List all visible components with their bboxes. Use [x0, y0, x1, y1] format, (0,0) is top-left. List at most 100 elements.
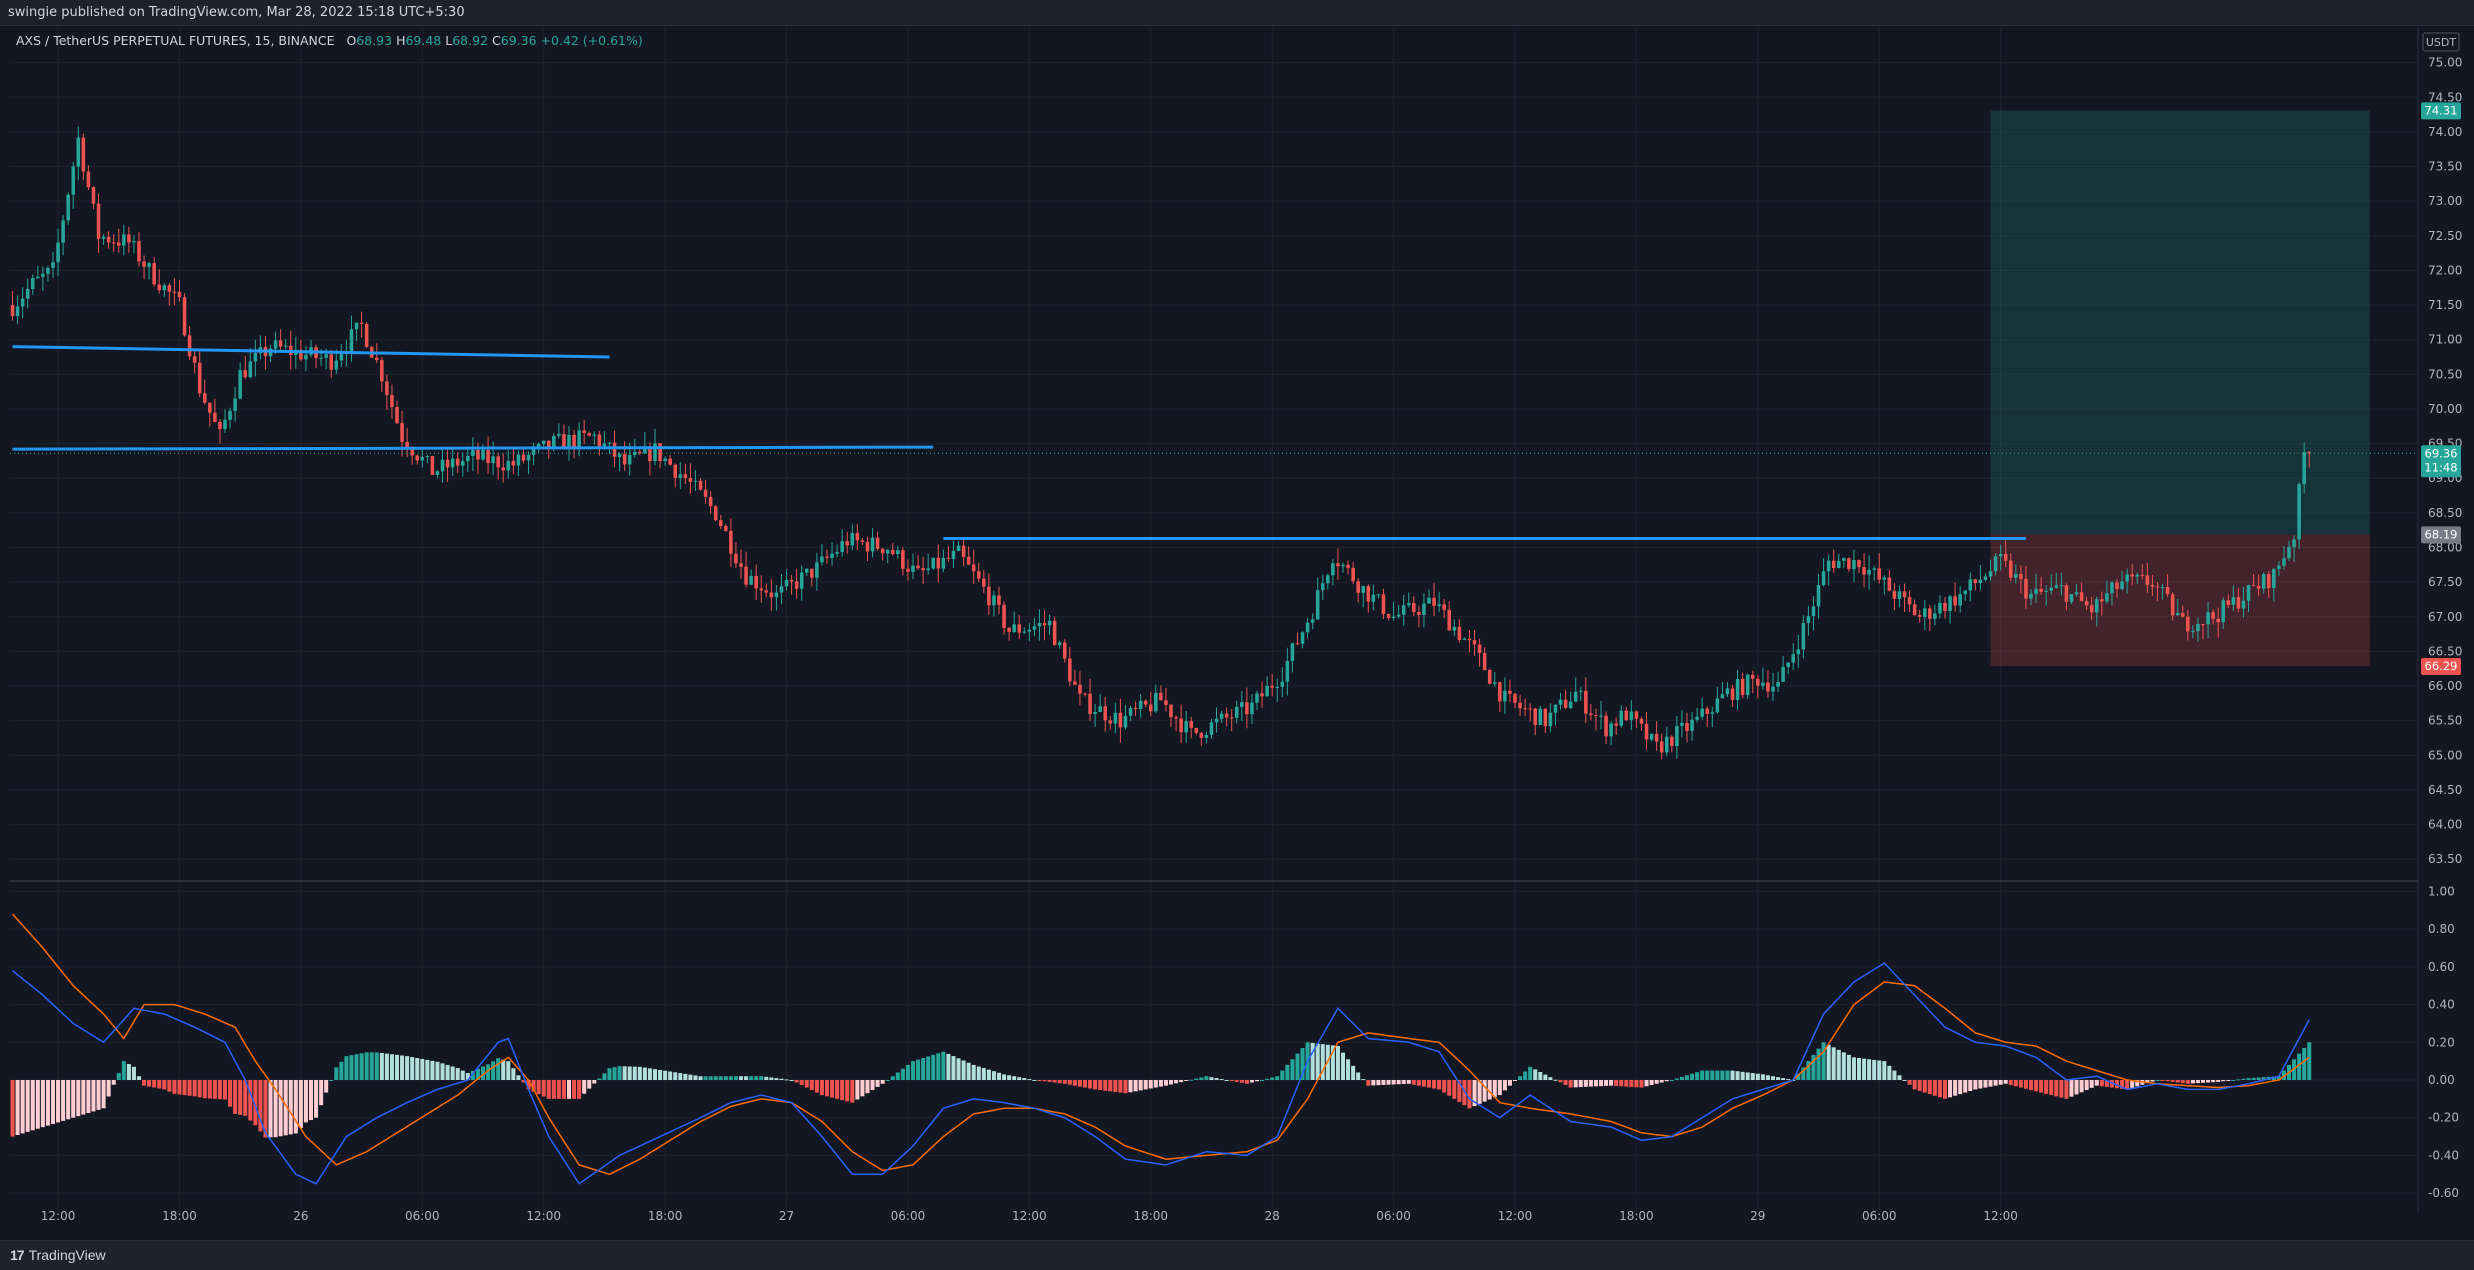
candle — [197, 349, 202, 397]
candle — [2236, 588, 2241, 613]
candle-body — [1715, 698, 1720, 713]
histogram-bar — [2200, 1080, 2206, 1083]
candle-body — [2170, 594, 2175, 616]
histogram-bar — [931, 1054, 936, 1080]
candle-body — [1396, 614, 1401, 617]
candle — [1366, 584, 1371, 613]
macd-tick-label: 1.00 — [2428, 884, 2455, 898]
candle — [2180, 605, 2185, 618]
histogram-bar — [475, 1068, 480, 1080]
histogram-bar — [642, 1067, 647, 1080]
candle — [1897, 585, 1902, 608]
histogram-bar — [293, 1080, 298, 1134]
histogram-bar — [1391, 1080, 1396, 1085]
candle-body — [385, 381, 389, 395]
candle-body — [536, 444, 541, 448]
histogram-bar — [976, 1066, 981, 1080]
candle — [187, 325, 192, 360]
candle — [901, 547, 905, 576]
candle-body — [2084, 601, 2089, 606]
histogram-bar — [1715, 1070, 1720, 1080]
symbol-info[interactable]: AXS / TetherUS PERPETUAL FUTURES, 15, BI… — [16, 33, 335, 48]
candle — [1159, 685, 1163, 701]
candle-body — [1275, 687, 1280, 689]
histogram-bar — [1897, 1075, 1902, 1080]
histogram-bar — [1518, 1076, 1523, 1080]
candle — [192, 348, 197, 374]
candle-body — [1356, 581, 1360, 593]
histogram-bar — [566, 1080, 572, 1099]
candle-body — [96, 203, 101, 239]
candle-body — [724, 526, 728, 531]
histogram-bar — [1108, 1080, 1113, 1092]
candle — [966, 546, 971, 566]
candle — [1138, 694, 1143, 718]
candle — [496, 452, 500, 480]
candle — [96, 193, 101, 253]
histogram-bar — [2261, 1077, 2266, 1080]
candle-body — [1103, 706, 1108, 721]
candle-body — [906, 568, 910, 572]
candle-body — [698, 480, 703, 490]
tradingview-logo[interactable]: 17 TradingView — [10, 1247, 106, 1263]
histogram-bar — [855, 1080, 860, 1100]
candle-body — [273, 340, 278, 349]
histogram-bar — [1740, 1071, 1745, 1080]
candle-body — [1492, 682, 1497, 684]
candle — [208, 402, 212, 427]
histogram-bar — [2195, 1080, 2200, 1084]
candle-body — [1624, 710, 1629, 721]
candle — [870, 527, 875, 558]
candle-body — [2014, 573, 2018, 578]
candle-body — [875, 537, 880, 549]
histogram-bar — [511, 1068, 516, 1080]
candle — [587, 431, 592, 437]
candle-body — [744, 566, 748, 585]
candle — [415, 454, 420, 465]
candle-body — [152, 263, 156, 285]
histogram-bar — [207, 1080, 212, 1099]
candle-body — [870, 537, 875, 552]
candle — [1487, 668, 1492, 685]
histogram-bar — [652, 1069, 658, 1080]
candle — [1948, 594, 1952, 624]
histogram-bar — [1619, 1080, 1624, 1087]
histogram-bar — [819, 1080, 824, 1096]
chart-canvas[interactable]: 63.50 64.00 64.50 65.00 65.50 66.00 66.50 67.00… — [0, 0, 2474, 1240]
candle-body — [2059, 585, 2064, 587]
histogram-bar — [1588, 1080, 1593, 1087]
x-tick-label: 12:00 — [1498, 1209, 1533, 1223]
candle — [2094, 596, 2099, 627]
histogram-bar — [1786, 1079, 1791, 1081]
candle — [1482, 647, 1487, 671]
candle — [1599, 701, 1603, 730]
candle — [764, 583, 769, 598]
histogram-bar — [2114, 1080, 2120, 1089]
histogram-bar — [233, 1080, 238, 1114]
candle-body — [1148, 704, 1153, 712]
candle-body — [339, 354, 344, 361]
candle-body — [2019, 573, 2023, 579]
histogram-bar — [880, 1080, 885, 1084]
candle-body — [1422, 603, 1426, 615]
candle — [896, 545, 900, 559]
histogram-bar — [1072, 1080, 1077, 1086]
histogram-bar — [465, 1073, 470, 1080]
candle — [1123, 704, 1128, 730]
candle-body — [2125, 574, 2129, 582]
histogram-bar — [1568, 1080, 1573, 1088]
histogram-bar — [845, 1080, 850, 1102]
histogram-bar — [506, 1061, 511, 1080]
candle — [56, 228, 60, 277]
histogram-bar — [551, 1080, 556, 1099]
candle-body — [2155, 586, 2160, 588]
histogram-bar — [1482, 1080, 1487, 1102]
histogram-bar — [683, 1073, 688, 1080]
candle-body — [1164, 700, 1168, 705]
histogram-bar — [1872, 1059, 1877, 1080]
histogram-bar — [1057, 1080, 1062, 1084]
candle-body — [1862, 567, 1866, 575]
candle-body — [30, 278, 35, 290]
candle-body — [2039, 588, 2043, 592]
change-value: +0.42 (+0.61%) — [540, 33, 643, 48]
